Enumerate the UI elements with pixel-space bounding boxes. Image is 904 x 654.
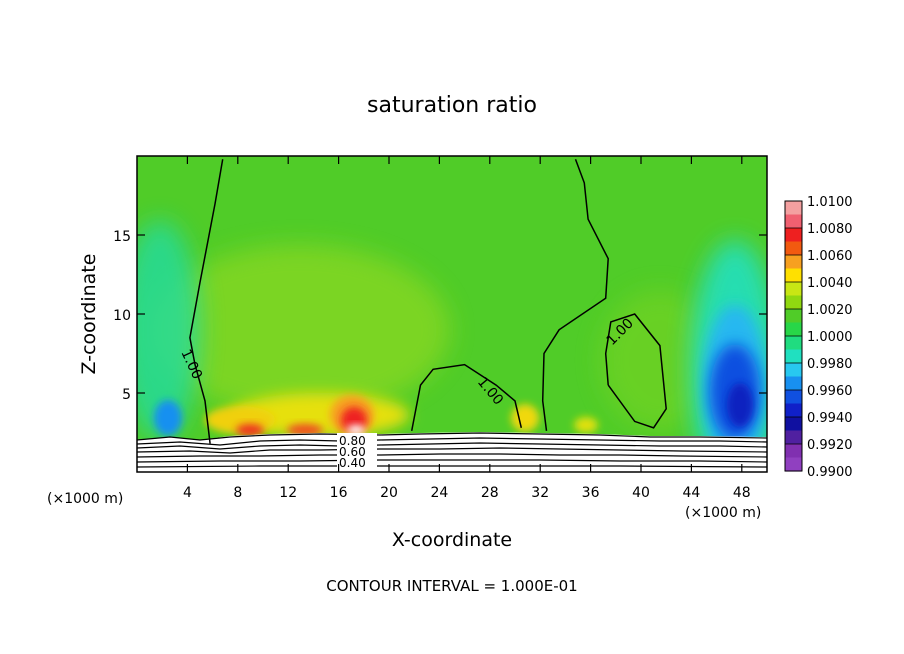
terrain-fill xyxy=(137,432,767,472)
colorbar-swatch xyxy=(785,228,802,243)
plot-area: 0.80 0.60 0.40 1.00 1.00 1.00 xyxy=(137,156,767,472)
y-tick-label: 15 xyxy=(113,229,131,245)
field-feature-yellow xyxy=(574,417,598,433)
terrain-line xyxy=(137,437,767,446)
x-tick-label: 48 xyxy=(733,485,751,501)
colorbar-swatch xyxy=(785,255,802,270)
colorbar-swatch xyxy=(785,214,802,229)
colorbar-swatch xyxy=(785,201,802,216)
contour-line xyxy=(410,363,523,432)
field-feature-white xyxy=(347,425,365,435)
field-feature-darkblue xyxy=(727,383,753,427)
y-tick-label: 10 xyxy=(113,308,131,324)
contour-line xyxy=(541,158,609,431)
field-feature-red xyxy=(287,424,323,436)
colorbar-swatch xyxy=(785,349,802,364)
colorbar-swatch xyxy=(785,390,802,405)
colorbar-label: 1.0000 xyxy=(807,330,853,345)
terrain-line xyxy=(137,432,767,441)
terrain-line xyxy=(137,447,767,454)
colorbar-label: 1.0080 xyxy=(807,222,853,237)
colorbar-swatch xyxy=(785,457,802,472)
colorbar-swatch xyxy=(785,282,802,297)
x-axis-label: X-coordinate xyxy=(392,529,512,551)
colorbar-label: 0.9900 xyxy=(807,465,853,480)
terrain-line xyxy=(137,442,767,450)
field-feature-light xyxy=(600,290,720,430)
colorbar-swatch xyxy=(785,376,802,391)
x-tick-label: 24 xyxy=(430,485,448,501)
field-feature-red xyxy=(236,424,264,436)
colorbar-swatch xyxy=(785,444,802,459)
terrain: 0.80 0.60 0.40 xyxy=(137,432,767,472)
colorbar-label: 0.9960 xyxy=(807,384,853,399)
colorbar-swatch xyxy=(785,363,802,378)
x-tick-label: 40 xyxy=(632,485,650,501)
chart-title: saturation ratio xyxy=(367,93,537,118)
y-tick-label: 5 xyxy=(122,387,131,403)
colorbar-swatch xyxy=(785,309,802,324)
colorbar-swatch xyxy=(785,430,802,445)
x-axis-ticks: 4 8 12 16 20 24 28 32 36 40 44 48 xyxy=(183,156,751,501)
contour-label-0.80: 0.80 xyxy=(339,434,366,448)
terrain-line xyxy=(137,459,767,463)
colorbar-swatch xyxy=(785,403,802,418)
colorbar-label: 1.0060 xyxy=(807,249,853,264)
x-tick-label: 12 xyxy=(279,485,297,501)
field-features xyxy=(137,220,767,472)
colorbar-swatch xyxy=(785,295,802,310)
contour-line xyxy=(604,313,667,429)
contour-interval-text: CONTOUR INTERVAL = 1.000E-01 xyxy=(326,577,577,595)
x-tick-label: 44 xyxy=(682,485,700,501)
contour-label-0.60: 0.60 xyxy=(339,445,366,459)
colorbar-swatch xyxy=(785,417,802,432)
colorbar-label: 0.9980 xyxy=(807,357,853,372)
field-feature-yellow xyxy=(511,404,539,432)
colorbar: 1.0100 1.0080 1.0060 1.0040 1.0020 1.0000 0.99… xyxy=(784,195,853,480)
y-axis-label: Z-coordinate xyxy=(78,254,100,375)
field-feature-cyan xyxy=(154,400,182,436)
field-feature-teal xyxy=(137,220,200,440)
colorbar-swatch xyxy=(785,268,802,283)
x-tick-label: 28 xyxy=(481,485,499,501)
x-tick-label: 8 xyxy=(233,485,242,501)
x-unit-label-right: (×1000 m) xyxy=(685,505,761,521)
colorbar-label: 1.0020 xyxy=(807,303,853,318)
contour-line xyxy=(189,159,224,444)
x-tick-label: 20 xyxy=(380,485,398,501)
terrain-line xyxy=(137,453,767,458)
colorbar-swatch xyxy=(785,241,802,256)
colorbar-swatch xyxy=(785,336,802,351)
x-tick-label: 4 xyxy=(183,485,192,501)
field-feature-light xyxy=(150,245,450,415)
colorbar-label: 0.9920 xyxy=(807,438,853,453)
x-tick-label: 16 xyxy=(330,485,348,501)
colorbar-label: 0.9940 xyxy=(807,411,853,426)
contour-label-bg xyxy=(337,433,377,467)
x-tick-label: 36 xyxy=(582,485,600,501)
contour-label-0.40: 0.40 xyxy=(339,456,366,470)
contour-lines xyxy=(189,158,667,444)
y-axis-ticks: 5 10 15 xyxy=(113,229,767,403)
colorbar-swatch xyxy=(785,322,802,337)
colorbar-label: 1.0040 xyxy=(807,276,853,291)
x-unit-label-left: (×1000 m) xyxy=(47,491,123,507)
x-tick-label: 32 xyxy=(531,485,549,501)
colorbar-label: 1.0100 xyxy=(807,195,853,210)
